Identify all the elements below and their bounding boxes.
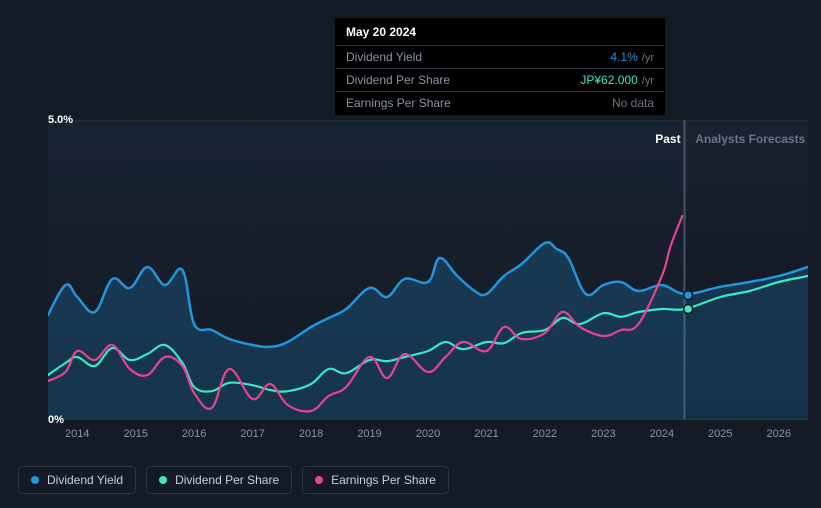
- tooltip-metric-label: Dividend Yield: [346, 50, 422, 64]
- x-tick-label: 2016: [182, 428, 206, 440]
- x-tick-label: 2021: [474, 428, 498, 440]
- x-tick-label: 2025: [708, 428, 732, 440]
- tooltip-metric-value: No data: [612, 96, 654, 110]
- past-label: Past: [655, 132, 680, 146]
- tooltip-metric-value: 4.1%: [610, 50, 637, 64]
- y-tick-label: 0%: [48, 414, 62, 426]
- tooltip-metric-label: Earnings Per Share: [346, 96, 451, 110]
- legend-dot: [159, 476, 167, 484]
- x-tick-label: 2024: [650, 428, 674, 440]
- x-axis: 2014 2015 2016 2017 2018 2019 2020 2021 2022 2023…: [48, 428, 808, 448]
- tooltip-metric-unit: /yr: [642, 75, 654, 87]
- x-tick-label: 2026: [767, 428, 791, 440]
- y-tick-label: 5.0%: [48, 114, 62, 126]
- x-tick-label: 2019: [357, 428, 381, 440]
- x-tick-label: 2020: [416, 428, 440, 440]
- legend-item[interactable]: Dividend Yield: [18, 466, 136, 494]
- x-tick-label: 2015: [123, 428, 147, 440]
- tooltip-metric-unit: /yr: [642, 52, 654, 64]
- x-tick-label: 2017: [240, 428, 264, 440]
- chart-tooltip: May 20 2024 Dividend Yield4.1%/yrDividen…: [335, 18, 665, 115]
- x-tick-label: 2022: [533, 428, 557, 440]
- tooltip-row: Earnings Per Share No data: [336, 91, 664, 114]
- legend-label: Earnings Per Share: [331, 473, 436, 487]
- tooltip-row: Dividend Per Share JP¥62.000/yr: [336, 68, 664, 91]
- tooltip-metric-label: Dividend Per Share: [346, 73, 450, 87]
- x-tick-label: 2018: [299, 428, 323, 440]
- chart-svg: [48, 120, 808, 420]
- legend-label: Dividend Yield: [47, 473, 123, 487]
- plot-area[interactable]: Past Analysts Forecasts 0%5.0%: [48, 120, 808, 420]
- tooltip-metric-value: JP¥62.000: [580, 73, 637, 87]
- legend-dot: [315, 476, 323, 484]
- legend-dot: [31, 476, 39, 484]
- tooltip-date: May 20 2024: [336, 19, 664, 45]
- forecast-label: Analysts Forecasts: [695, 132, 805, 146]
- x-tick-label: 2014: [65, 428, 89, 440]
- legend-item[interactable]: Dividend Per Share: [146, 466, 292, 494]
- tooltip-row: Dividend Yield 4.1% /yr: [336, 45, 664, 68]
- legend: Dividend Yield Dividend Per Share Earnings…: [18, 466, 449, 494]
- legend-label: Dividend Per Share: [175, 473, 279, 487]
- x-tick-label: 2023: [591, 428, 615, 440]
- legend-item[interactable]: Earnings Per Share: [302, 466, 449, 494]
